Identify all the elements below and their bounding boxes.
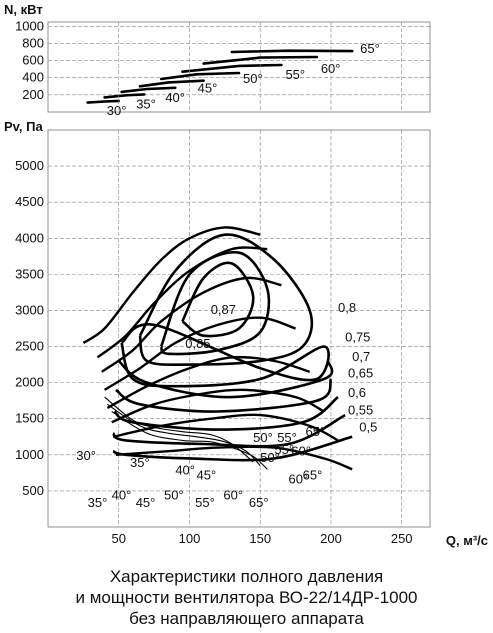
pressure-panel-frame [47,129,431,528]
stall-line [111,411,268,470]
bottom-angle-label: 35° [130,455,150,470]
efficiency-curve [181,261,255,338]
bottom-angle-label: 30° [76,448,96,463]
power-curve-45 [138,79,205,88]
blade-angle-curve-60 [112,413,339,442]
efficiency-label: 0,87 [211,302,236,317]
power-curve-30 [86,99,120,104]
pressure-tick-label: 4500 [15,194,44,209]
power-curve-35 [103,93,146,99]
upper-angle-label: 55° [277,430,297,445]
caption-line-1: Характеристики полного давления [109,567,384,586]
power-curve-label: 35° [136,96,156,111]
efficiency-curve [117,359,334,399]
caption-line-3: без направляющего аппарата [129,609,364,628]
efficiency-label: 0,75 [345,329,370,344]
pressure-tick-label: 3500 [15,266,44,281]
power-curve-60 [202,55,319,65]
power-tick-label: 200 [22,87,44,102]
lower-angle-label: 65° [249,495,269,510]
power-curve-label: 65° [360,41,380,56]
lower-angle-label: 60° [223,488,243,503]
pressure-tick-label: 5000 [15,158,44,173]
efficiency-label: 0,5 [359,420,377,435]
blade-angle-curve-40 [101,276,282,373]
efficiency-curve [112,413,346,448]
pressure-tick-label: 3000 [15,302,44,317]
power-curve-label: 55° [285,67,305,82]
lower-angle-label: 35° [88,495,108,510]
power-tick-label: 400 [22,70,44,85]
lower-angle-label: 50° [164,488,184,503]
bottom-angle-label: 50° [260,450,280,465]
pressure-tick-label: 4000 [15,230,44,245]
upper-angle-label: 50° [253,430,273,445]
flow-axis-label: Q, м³/с [446,533,488,548]
efficiency-curve [159,251,271,356]
flow-tick-label: 50 [112,531,126,546]
bottom-angle-label: 45° [197,467,217,482]
pressure-tick-label: 500 [22,483,44,498]
pressure-tick-label: 1000 [15,447,44,462]
lower-angle-label: 45° [136,495,156,510]
lower-angle-label: 55° [195,495,215,510]
power-curve-label: 40° [165,90,185,105]
power-curve-55 [181,63,283,73]
efficiency-curve [138,233,314,367]
efficiency-label: 0,85 [185,336,210,351]
pressure-tick-label: 2000 [15,375,44,390]
efficiency-label: 0,65 [348,366,373,381]
upper-angle-label: 65° [305,424,325,439]
efficiency-label: 0,55 [348,402,373,417]
efficiency-curve [115,378,333,413]
power-curve-50 [159,71,241,81]
blade-angle-curve-35 [96,246,268,359]
power-tick-label: 800 [22,35,44,50]
bottom-angle-label: 55° [274,442,294,457]
blade-angle-curve-55 [111,388,325,424]
power-curve-label: 45° [198,81,218,96]
blade-angle-curve-65 [115,445,353,471]
power-axis-label: N, кВт [4,2,43,17]
pressure-tick-label: 2500 [15,339,44,354]
efficiency-label: 0,6 [348,385,366,400]
power-curve-65 [230,49,354,54]
pressure-axis-label: Pv, Па [4,119,44,134]
power-panel-frame [47,21,431,113]
lower-angle-label: 40° [112,488,132,503]
pressure-tick-label: 1500 [15,411,44,426]
bottom-angle-label: 65° [303,467,323,482]
flow-tick-label: 250 [391,531,413,546]
efficiency-label: 0,8 [338,300,356,315]
power-tick-label: 600 [22,53,44,68]
bottom-angle-label: 40° [175,462,195,477]
caption-line-2: и мощности вентилятора ВО-22/14ДР-1000 [75,588,418,607]
flow-tick-label: 150 [249,531,271,546]
power-curve-label: 50° [243,71,263,86]
efficiency-label: 0,7 [352,349,370,364]
blade-angle-curve-30 [82,226,261,344]
efficiency-curve [113,396,339,431]
blade-angle-curve-45 [103,316,296,391]
power-curve-label: 60° [321,61,341,76]
power-curve-40 [120,86,177,94]
flow-tick-label: 200 [320,531,342,546]
bottom-angle-label: 60° [289,472,309,487]
blade-angle-curve-50 [106,355,311,409]
upper-angle-label: 60° [291,444,311,459]
stall-line [107,403,261,466]
efficiency-curve [120,323,330,388]
flow-tick-label: 100 [179,531,201,546]
power-curve-label: 30° [107,103,127,118]
power-tick-label: 1000 [15,18,44,33]
